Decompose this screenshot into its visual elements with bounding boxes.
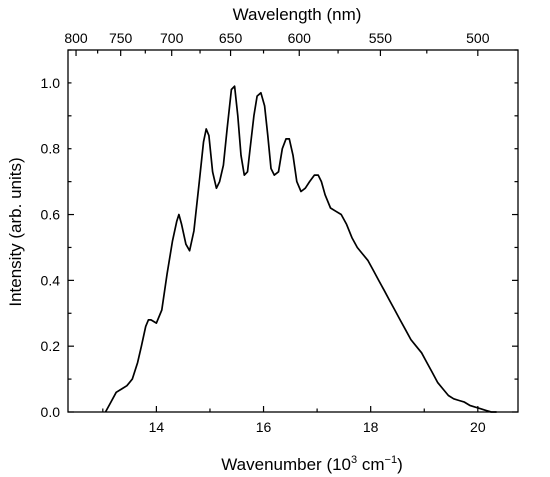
- x-tick-label: 18: [363, 419, 379, 435]
- x-axis-title-end: ): [397, 455, 403, 474]
- y-tick-label: 0.8: [41, 141, 61, 157]
- top-axis-title: Wavelength (nm): [233, 5, 362, 24]
- x-axis-title-main: Wavenumber (10: [221, 455, 351, 474]
- top-tick-label: 800: [64, 30, 88, 46]
- top-tick-label: 500: [466, 30, 490, 46]
- y-axis-title: Intensity (arb. units): [6, 157, 25, 306]
- y-tick-label: 1.0: [41, 75, 61, 91]
- bottom-axis-ticks: 14 16 18 20: [102, 406, 486, 435]
- y-tick-label: 0.6: [41, 207, 61, 223]
- x-tick-label: 16: [256, 419, 272, 435]
- right-axis-ticks: [512, 49, 518, 413]
- x-tick-label: 14: [149, 419, 165, 435]
- top-tick-label: 650: [219, 30, 243, 46]
- top-axis-ticks: 800 750 700 650 600 550 500: [64, 30, 490, 56]
- x-axis-title-mid: cm: [357, 455, 384, 474]
- y-tick-label: 0.4: [41, 272, 61, 288]
- top-tick-label: 750: [109, 30, 133, 46]
- y-tick-label: 0.0: [41, 404, 61, 420]
- x-tick-label: 20: [470, 419, 486, 435]
- top-tick-label: 550: [369, 30, 393, 46]
- x-axis-title-sup1: 3: [351, 454, 357, 466]
- spectrum-line: [104, 85, 497, 413]
- x-axis-title: Wavenumber (103 cm−1): [221, 454, 403, 474]
- x-axis-title-sup2: −1: [385, 454, 398, 466]
- top-tick-label: 700: [160, 30, 184, 46]
- top-tick-label: 600: [288, 30, 312, 46]
- y-tick-label: 0.2: [41, 338, 61, 354]
- left-axis-ticks: 0.0 0.2 0.4 0.6 0.8 1.0: [41, 49, 74, 420]
- plot-frame: [67, 49, 519, 413]
